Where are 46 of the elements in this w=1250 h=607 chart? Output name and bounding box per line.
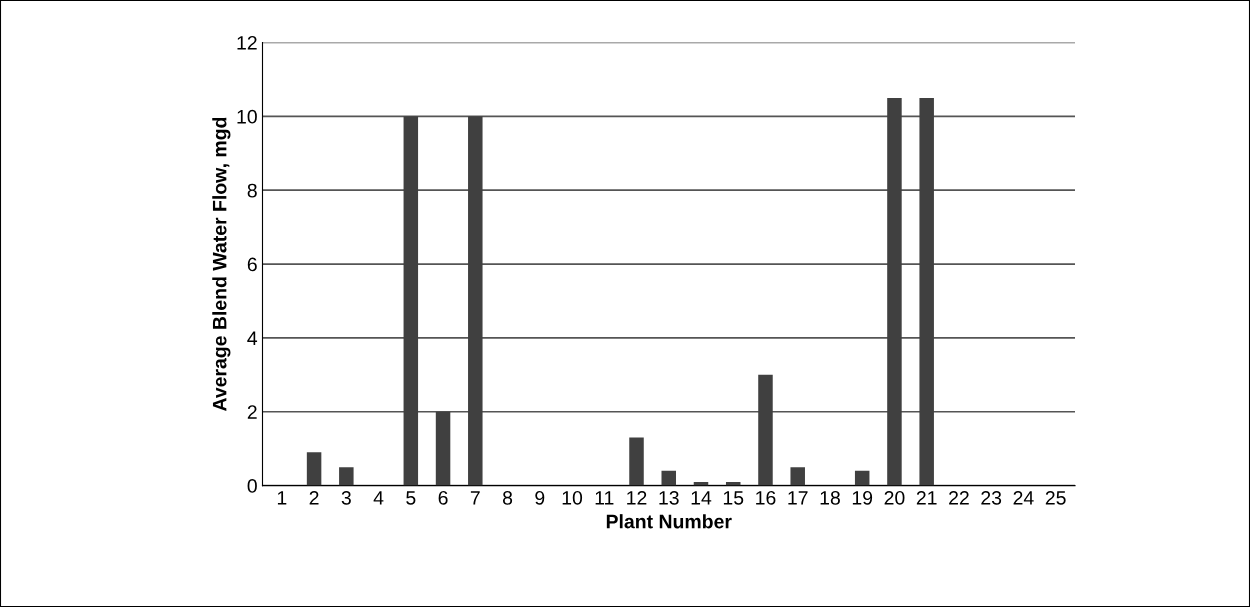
x-tick-label: 2 xyxy=(309,490,319,505)
x-tick-label: 9 xyxy=(535,490,545,505)
x-tick-label: 4 xyxy=(373,491,384,505)
bar xyxy=(403,116,419,486)
x-tick-label: 7 xyxy=(470,491,480,505)
x-tick-label: 3 xyxy=(341,490,351,505)
bar xyxy=(758,374,773,486)
x-tick-label: 5 xyxy=(406,491,416,505)
y-axis-title: Average Blend Water Flow, mgd xyxy=(212,117,231,412)
y-tick-label: 8 xyxy=(247,183,257,198)
x-tick-label: 12 xyxy=(627,490,647,505)
bar xyxy=(661,470,676,486)
x-tick-label: 15 xyxy=(723,491,744,505)
y-tick-label: 6 xyxy=(247,257,257,272)
bar xyxy=(854,470,870,486)
bar xyxy=(306,452,322,486)
y-tick-label: 4 xyxy=(247,331,258,345)
x-tick-label: 13 xyxy=(659,490,679,505)
bar xyxy=(919,97,934,486)
bar xyxy=(468,116,483,486)
y-tick-label: 0 xyxy=(247,479,257,493)
x-tick-label: 6 xyxy=(438,490,448,505)
y-tick-label: 10 xyxy=(237,109,257,124)
x-tick-label: 19 xyxy=(852,490,873,505)
x-tick-label: 1 xyxy=(277,491,287,505)
y-tick-label: 2 xyxy=(247,405,257,419)
x-tick-label: 20 xyxy=(884,490,905,505)
x-tick-label: 8 xyxy=(502,490,513,505)
bar xyxy=(790,467,805,486)
x-tick-label: 23 xyxy=(981,490,1002,505)
bar xyxy=(435,411,451,486)
x-tick-label: 25 xyxy=(1045,490,1066,505)
bar xyxy=(887,97,902,486)
x-tick-label: 21 xyxy=(916,490,937,505)
x-tick-label: 16 xyxy=(756,490,776,505)
bar xyxy=(629,437,644,486)
x-tick-label: 18 xyxy=(820,490,840,505)
y-tick-label: 12 xyxy=(237,35,257,50)
x-tick-label: 17 xyxy=(788,491,808,505)
bar xyxy=(339,467,354,486)
x-axis-title: Plant Number xyxy=(606,514,732,529)
x-tick-label: 14 xyxy=(691,491,712,505)
x-tick-label: 10 xyxy=(562,490,583,505)
x-tick-label: 11 xyxy=(595,491,614,505)
x-tick-label: 24 xyxy=(1013,490,1034,505)
x-tick-label: 22 xyxy=(949,490,969,505)
